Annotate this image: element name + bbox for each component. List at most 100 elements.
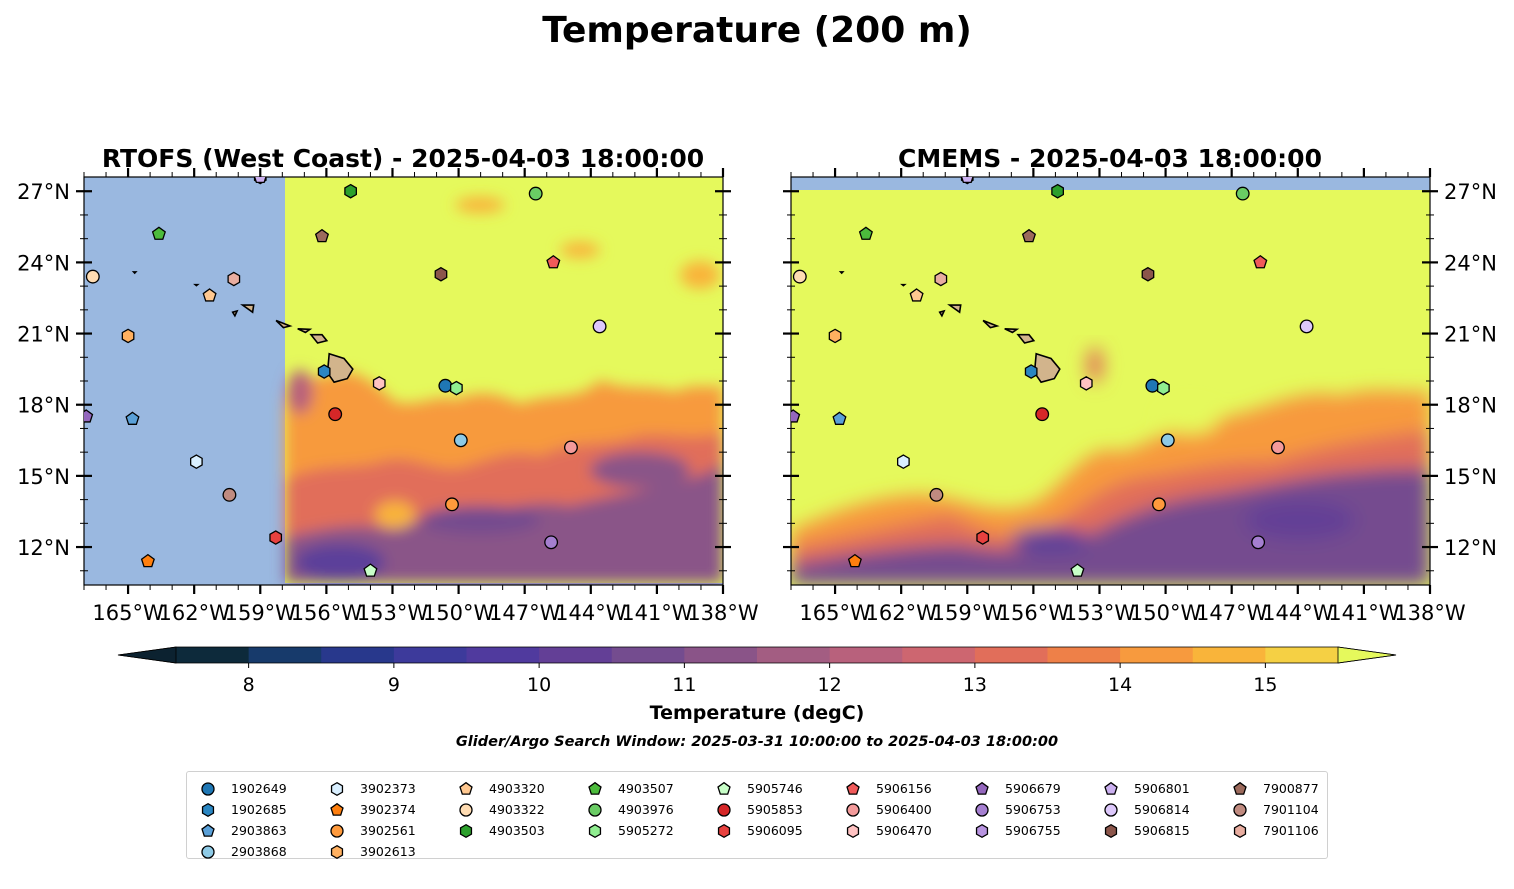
legend-label: 5906814	[1134, 802, 1190, 817]
legend-column: 4903507 4903976 5905272	[584, 778, 674, 841]
legend-label: 5905746	[747, 781, 803, 796]
legend-marker	[717, 823, 731, 838]
legend-marker-icon	[201, 802, 215, 817]
colorbar-bin	[393, 647, 467, 663]
rtofs-island	[275, 319, 293, 329]
cmems-float-1902649	[1145, 378, 1160, 393]
rtofs-island	[240, 304, 255, 314]
rtofs-island	[193, 283, 200, 287]
rtofs-float-5906095	[269, 530, 283, 545]
rtofs-float-7900877	[314, 228, 330, 243]
legend-column: 5906156 5906400 5906470	[842, 778, 932, 841]
legend-marker-icon	[846, 823, 860, 838]
legend-marker	[588, 823, 602, 838]
legend-marker	[1233, 823, 1247, 838]
cmems-float-4903976	[1235, 186, 1250, 201]
cmems-float-2903863	[832, 411, 847, 425]
legend-item: 5905746	[713, 778, 803, 799]
legend-marker-icon	[330, 802, 344, 816]
rtofs-float-markers	[84, 177, 607, 577]
rtofs-xtick-label: 141°W	[621, 601, 693, 625]
legend-item: 3902374	[326, 799, 416, 820]
rtofs-xtick-label: 138°W	[687, 601, 759, 625]
legend-marker-icon	[330, 823, 344, 838]
cmems-islands	[838, 271, 1061, 384]
rtofs-float-5906801	[253, 177, 267, 183]
rtofs-xtick-label: 159°W	[225, 601, 297, 625]
cmems-ytick-label: 27°N	[1444, 180, 1497, 204]
rtofs-float-4903507	[151, 226, 166, 240]
legend-item: 5906470	[842, 820, 932, 841]
legend-label: 4903320	[489, 781, 545, 796]
legend-marker	[1104, 781, 1118, 795]
legend-marker-icon	[1233, 802, 1247, 817]
rtofs-float-5905746	[363, 563, 378, 577]
legend-item: 5906755	[971, 820, 1061, 841]
legend-marker	[201, 823, 215, 837]
colorbar-bin	[248, 647, 322, 663]
cmems-float-3902561	[1152, 497, 1166, 512]
legend-marker-icon	[975, 781, 989, 795]
legend-label: 4903322	[489, 802, 545, 817]
legend-item: 2903863	[197, 820, 287, 841]
rtofs-xtick-label: 144°W	[555, 601, 627, 625]
rtofs-float-5906156	[546, 254, 561, 269]
figure-title: Temperature (200 m)	[542, 10, 972, 51]
cmems-xtick-label: 156°W	[998, 601, 1070, 625]
cmems-float-7901104	[929, 487, 944, 502]
rtofs-float-4903320	[202, 288, 217, 302]
cmems-xtick-label: 147°W	[1196, 601, 1268, 625]
legend-marker	[1104, 802, 1118, 817]
legend-marker-icon	[588, 781, 602, 795]
rtofs-island	[131, 271, 138, 275]
rtofs-temperature-contours	[285, 197, 723, 583]
legend-marker-icon	[717, 802, 731, 817]
legend-marker-icon	[717, 781, 731, 795]
cmems-xtick-label: 162°W	[865, 601, 937, 625]
cmems-island	[1004, 328, 1020, 334]
cmems-float-4903322	[792, 269, 807, 284]
legend-marker-icon	[975, 802, 989, 817]
colorbar-bin	[829, 647, 903, 663]
legend-marker-icon	[846, 802, 860, 817]
legend-marker	[717, 781, 731, 795]
colorbar-bin	[466, 647, 540, 663]
legend-marker-icon	[1233, 823, 1247, 838]
rtofs-xtick-label: 165°W	[92, 601, 164, 625]
cmems-ytick-label: 18°N	[1444, 394, 1497, 418]
legend-marker	[330, 802, 344, 816]
cmems-ytick-label: 24°N	[1444, 251, 1497, 275]
colorbar-tick-label: 9	[388, 674, 400, 696]
legend-item: 5906814	[1100, 799, 1190, 820]
legend-label: 3902374	[360, 802, 416, 817]
cmems-float-5905746	[1070, 563, 1085, 577]
cmems-float-4903507	[858, 226, 873, 240]
legend-label: 1902685	[231, 802, 287, 817]
cmems-missing-strip	[791, 177, 1430, 190]
colorbar-label: Temperature (degC)	[650, 702, 865, 724]
legend-label: 5906400	[876, 802, 932, 817]
legend-label: 2903868	[231, 844, 287, 859]
legend-label: 1902649	[231, 781, 287, 796]
cmems-float-7900877	[1021, 228, 1037, 243]
legend-column: 1902649 1902685 2903863 2903868	[197, 778, 287, 862]
rtofs-panel-title: RTOFS (West Coast) - 2025-04-03 18:00:00	[102, 144, 704, 173]
rtofs-float-2903868	[453, 433, 468, 448]
legend-marker	[975, 823, 989, 838]
colorbar-bin	[321, 647, 395, 663]
cmems-xtick-label: 141°W	[1328, 601, 1400, 625]
legend-marker	[201, 781, 215, 796]
legend-label: 5905272	[618, 823, 674, 838]
legend-marker	[1233, 802, 1247, 817]
cmems-float-5906095	[976, 530, 990, 545]
legend-marker	[1233, 781, 1247, 795]
cmems-float-4903503	[1051, 183, 1064, 199]
cmems-float-5906400	[1271, 440, 1285, 455]
cmems-float-2903868	[1160, 433, 1175, 448]
cmems-xtick-label: 144°W	[1262, 601, 1334, 625]
cmems-xtick-label: 159°W	[932, 601, 1004, 625]
search-window-caption: Glider/Argo Search Window: 2025-03-31 10…	[456, 734, 1058, 750]
rtofs-float-3902613	[121, 328, 135, 344]
cmems-island	[947, 304, 962, 314]
